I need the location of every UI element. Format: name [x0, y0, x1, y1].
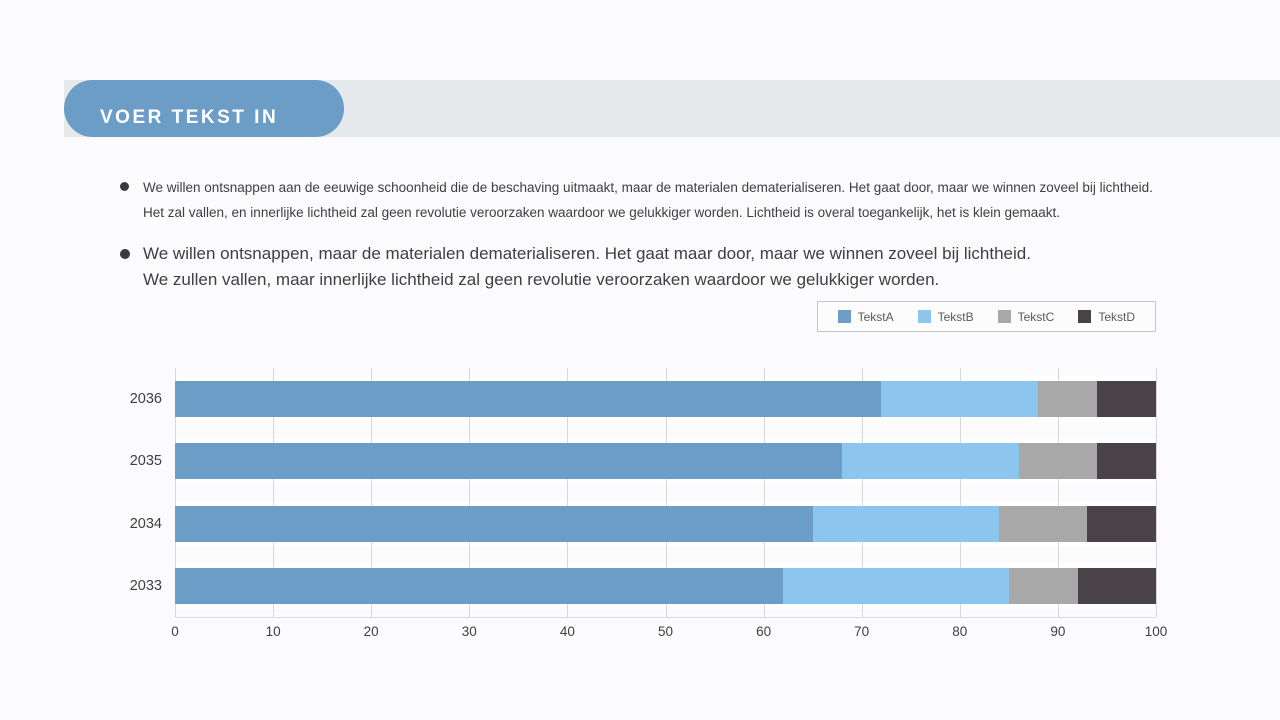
gridline — [567, 368, 569, 617]
category-label: 2035 — [129, 453, 162, 470]
legend-item: TekstB — [917, 309, 974, 324]
legend-label: TekstA — [857, 309, 894, 324]
bar-segment-tekstd — [1097, 381, 1156, 418]
x-tick-label: 40 — [559, 624, 575, 639]
legend-label: TekstD — [1098, 309, 1135, 324]
bullet-dot — [120, 182, 129, 191]
bullet-line: We willen ontsnappen, maar de materialen… — [143, 244, 1031, 263]
x-tick-label: 10 — [265, 624, 281, 639]
x-tick-label: 90 — [1050, 624, 1066, 639]
gridline — [959, 368, 961, 617]
legend-item: TekstD — [1078, 310, 1135, 324]
stacked-bar — [175, 567, 1156, 604]
x-tick-label: 0 — [171, 624, 179, 639]
legend-item: TekstC — [997, 309, 1055, 324]
header-badge: VOER TEKST IN — [64, 80, 344, 137]
bullet-text: We willen ontsnappen aan de eeuwige scho… — [143, 175, 1192, 225]
stacked-bar-chart: TekstA TekstB TekstC TekstD 2036 2035 2034 203… — [120, 300, 1167, 645]
bar-segment-tekstc — [1008, 567, 1078, 604]
stacked-bar — [175, 381, 1156, 418]
gridline — [861, 368, 863, 617]
x-tick-label: 60 — [756, 624, 772, 639]
chart-legend: TekstA TekstB TekstC TekstD — [816, 301, 1156, 332]
gridline — [371, 368, 373, 617]
chart-row: 2036 — [130, 368, 1156, 430]
bullet-line: Het zal vallen, en innerlijke lichtheid … — [143, 205, 1060, 220]
bar-segment-tekstb — [881, 381, 1039, 418]
chart-row: 2035 — [130, 430, 1156, 492]
bar-segment-tekstc — [1018, 443, 1098, 480]
x-tick-label: 70 — [854, 624, 870, 639]
bar-segment-teksta — [175, 381, 882, 418]
bullet-line: We zullen vallen, maar innerlijke lichth… — [143, 270, 940, 289]
category-label: 2033 — [129, 577, 162, 594]
bar-segment-tekstb — [783, 567, 1009, 604]
category-label: 2034 — [129, 515, 162, 532]
bar-segment-tekstc — [1038, 381, 1098, 418]
x-tick-label: 20 — [363, 624, 379, 639]
bar-segment-tekstb — [812, 505, 1000, 542]
bar-segment-tekstd — [1087, 505, 1156, 542]
chart-grid — [175, 368, 1157, 617]
bullet-text: We willen ontsnappen, maar de materialen… — [143, 241, 1192, 293]
bar-segment-tekstd — [1097, 443, 1156, 480]
bullet-dot — [120, 249, 130, 259]
gridline — [175, 368, 176, 617]
legend-label: TekstC — [1017, 309, 1055, 324]
category-label: 2036 — [129, 391, 162, 408]
bullet-item-1: We willen ontsnappen aan de eeuwige scho… — [120, 175, 1192, 225]
bullet-item-2: We willen ontsnappen, maar de materialen… — [120, 241, 1192, 293]
bar-segment-tekstc — [999, 505, 1088, 542]
bullet-line: We willen ontsnappen aan de eeuwige scho… — [143, 180, 1153, 195]
legend-label: TekstB — [937, 309, 974, 324]
gridline — [665, 368, 667, 617]
x-tick-label: 30 — [461, 624, 477, 639]
bar-segment-tekstb — [842, 443, 1019, 480]
bar-segment-teksta — [175, 567, 784, 604]
gridline — [1156, 368, 1157, 617]
x-tick-label: 100 — [1144, 624, 1168, 639]
stacked-bar — [175, 443, 1156, 480]
chart-rows: 2036 2035 2034 2033 — [130, 368, 1156, 617]
x-tick-label: 80 — [952, 624, 968, 639]
chart-xaxis: 0 10 20 30 40 50 60 70 80 90 100 — [171, 624, 1167, 644]
stacked-bar — [175, 505, 1156, 542]
chart-row: 2033 — [130, 555, 1156, 617]
gridline — [469, 368, 471, 617]
legend-swatch — [997, 310, 1011, 323]
legend-swatch — [837, 310, 851, 323]
gridline — [763, 368, 765, 617]
bar-segment-teksta — [175, 505, 813, 542]
slide-title: VOER TEKST IN — [100, 107, 279, 128]
gridline — [1057, 368, 1059, 617]
bar-segment-tekstd — [1077, 567, 1156, 604]
bar-segment-teksta — [175, 443, 843, 480]
x-tick-label: 50 — [657, 624, 674, 639]
gridline — [273, 368, 275, 617]
chart-plot-area: 2036 2035 2034 2033 — [130, 368, 1157, 618]
legend-swatch — [1078, 310, 1092, 323]
legend-swatch — [917, 310, 931, 323]
chart-row: 2034 — [130, 493, 1156, 555]
legend-item: TekstA — [837, 309, 894, 324]
